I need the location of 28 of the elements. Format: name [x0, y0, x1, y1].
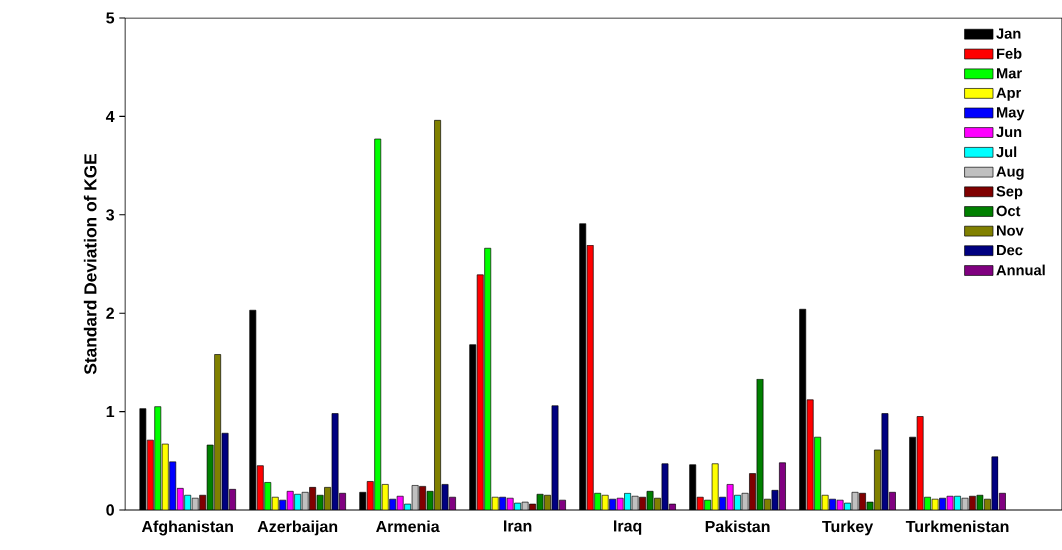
legend-label: Jul — [996, 146, 1017, 158]
y-axis-title: Standard Deviation of KGE — [83, 153, 97, 375]
x-tick-label: Iraq — [614, 520, 642, 535]
x-tick-label: Azerbaijan — [257, 520, 338, 536]
x-tick-label: Turkey — [822, 520, 874, 536]
y-tick-label: 2 — [106, 307, 114, 319]
x-tick-label: Iran — [504, 520, 532, 532]
legend-label: Nov — [997, 225, 1024, 236]
x-tick-label: Armenia — [376, 520, 440, 533]
legend-label: Jan — [996, 28, 1021, 39]
legend-label: Annual — [996, 264, 1045, 276]
legend-label: Mar — [997, 68, 1022, 79]
legend-label: Feb — [997, 48, 1022, 59]
legend-label: Oct — [996, 205, 1021, 217]
x-tick-label: Afghanistan — [141, 520, 233, 536]
y-tick-label: 3 — [106, 209, 115, 221]
y-tick-label: 0 — [106, 504, 114, 516]
y-tick-label: 1 — [106, 406, 115, 418]
x-tick-label: Pakistan — [705, 520, 770, 533]
legend-label: Sep — [996, 186, 1023, 200]
legend-label: Apr — [996, 87, 1022, 101]
legend-label: May — [997, 107, 1025, 121]
legend-label: Jun — [996, 126, 1022, 138]
legend-label: Aug — [996, 166, 1024, 180]
legend-label: Dec — [997, 245, 1023, 256]
x-tick-label: Turkmenistan — [905, 520, 1009, 533]
y-tick-label: 4 — [105, 110, 115, 122]
y-tick-label: 5 — [106, 12, 115, 24]
